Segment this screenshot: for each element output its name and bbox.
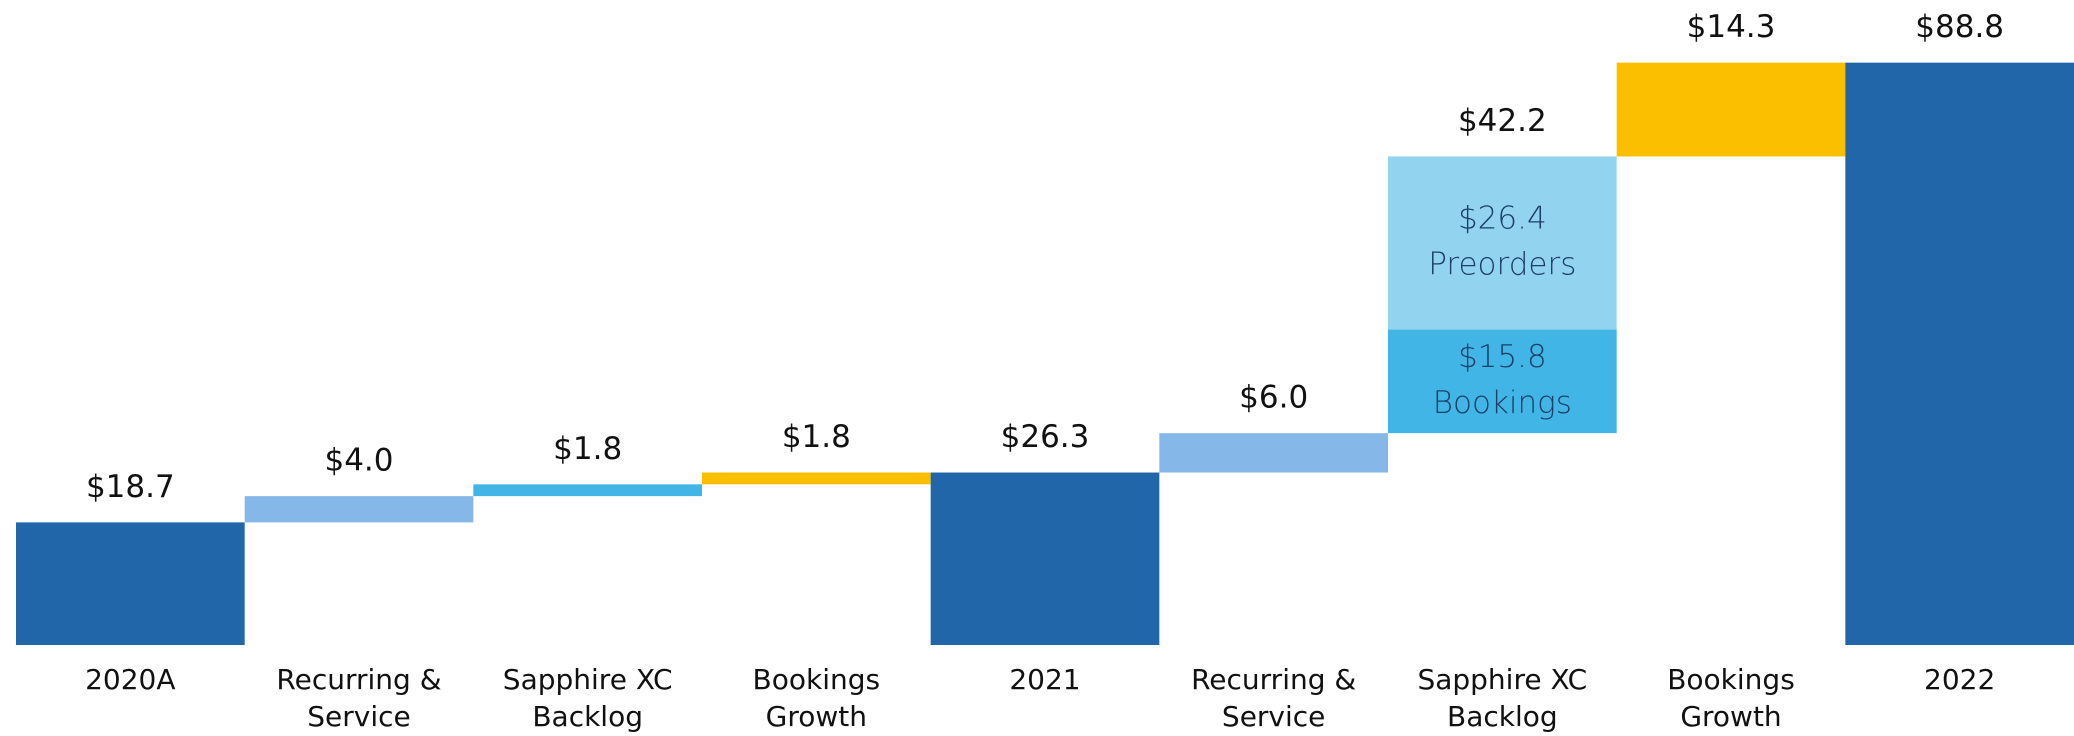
bar (16, 522, 245, 645)
x-tick-label: 2021 (1009, 663, 1080, 696)
bar-segment (1388, 156, 1617, 330)
x-tick-label: Sapphire XC (1417, 663, 1587, 696)
x-tick-label: Backlog (1447, 700, 1558, 733)
x-tick-label: Service (307, 700, 410, 733)
segment-value-label: $15.8 (1458, 339, 1547, 375)
segment-value-label: $26.4 (1458, 201, 1547, 237)
value-label: $14.3 (1687, 9, 1776, 45)
x-tick-label: Backlog (532, 700, 643, 733)
value-label: $26.3 (1001, 419, 1090, 455)
value-label: $6.0 (1239, 380, 1308, 416)
value-label: $18.7 (86, 469, 175, 505)
x-tick-label: Sapphire XC (503, 663, 673, 696)
bar (1845, 62, 2074, 646)
value-label: $1.8 (782, 419, 851, 455)
bar (244, 496, 474, 523)
value-label: $88.8 (1915, 9, 2004, 45)
segment-name-label: Preorders (1428, 247, 1576, 283)
x-tick-label: Bookings (1667, 663, 1795, 696)
bar (1616, 62, 1846, 157)
x-tick-label: Bookings (753, 663, 881, 696)
x-tick-label: Recurring & (1191, 663, 1356, 696)
value-label: $42.2 (1458, 103, 1547, 139)
bar (702, 472, 931, 485)
bar (1159, 433, 1388, 473)
bar-segment (1388, 329, 1617, 434)
x-tick-label: Recurring & (276, 663, 441, 696)
x-tick-label: 2022 (1924, 663, 1995, 696)
segment-name-label: Bookings (1433, 385, 1572, 421)
bar (930, 472, 1160, 645)
x-tick-label: Growth (766, 700, 867, 733)
x-tick-label: 2020A (85, 663, 175, 696)
value-label: $4.0 (324, 443, 393, 479)
value-label: $1.8 (553, 431, 622, 467)
x-tick-label: Service (1222, 700, 1325, 733)
x-tick-label: Growth (1680, 700, 1781, 733)
bar (473, 484, 702, 497)
